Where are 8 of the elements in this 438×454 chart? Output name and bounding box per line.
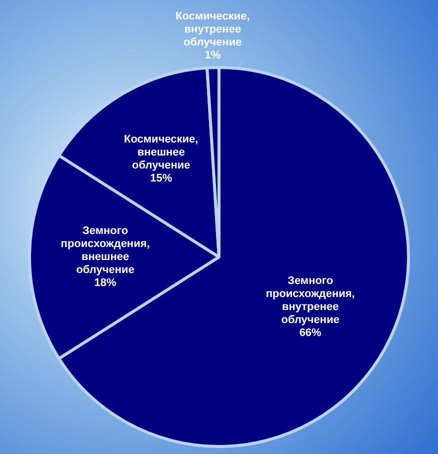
slice-label: Космические, внутренее облучение <box>176 10 250 49</box>
data-label: 66% <box>299 327 322 340</box>
data-label: 1% <box>204 50 221 62</box>
data-label: 18% <box>94 277 117 290</box>
slice-label: Космические, внешнее облучение <box>124 134 198 172</box>
slice-label: Земного происхождения, внешнее облучение <box>60 225 150 276</box>
data-label: 15% <box>150 172 172 185</box>
slice-label: Земного происхождения, внутренее облучение <box>266 275 355 326</box>
